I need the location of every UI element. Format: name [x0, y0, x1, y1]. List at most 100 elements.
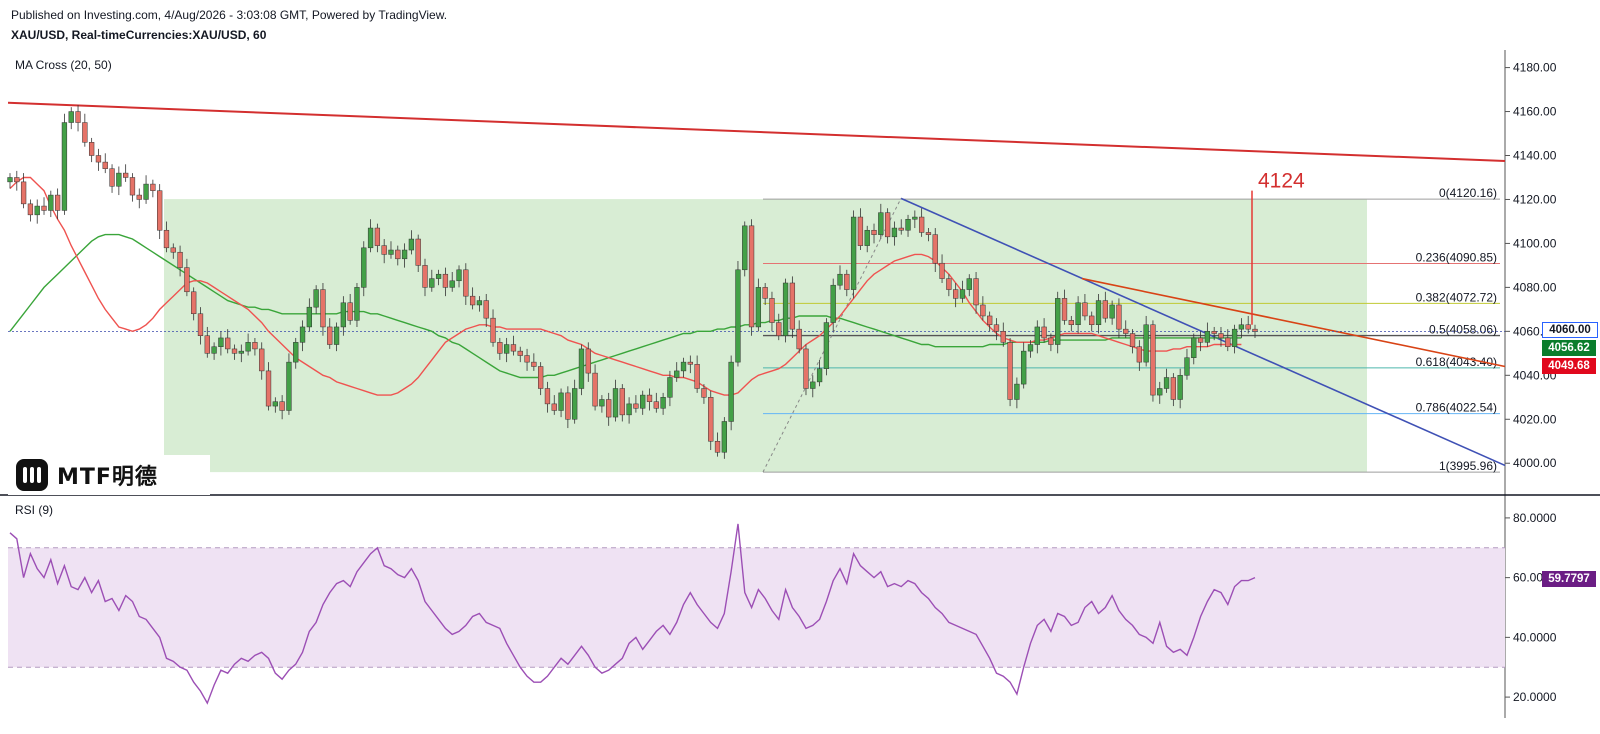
candle [231, 344, 238, 360]
candle-up [1027, 344, 1034, 352]
candle [1000, 322, 1006, 347]
candle [1245, 315, 1251, 334]
ma50-price-tag: 4056.62 [1542, 340, 1596, 356]
candle [191, 287, 197, 321]
candle [830, 278, 836, 332]
candle [1116, 298, 1122, 338]
fib-label-0.618: 0.618(4043.40) [1416, 355, 1497, 369]
candle-down [1170, 377, 1177, 400]
candle [646, 388, 653, 411]
candle-down [1252, 328, 1258, 332]
candle-up [878, 212, 884, 235]
candle-down [381, 245, 387, 255]
candle-up [864, 229, 870, 246]
candle-up [667, 377, 673, 398]
fib-label-0.5: 0.5(4058.06) [1429, 323, 1497, 337]
candle-up [640, 394, 646, 409]
candle [660, 392, 666, 415]
candle-up [333, 326, 340, 345]
candle [184, 258, 190, 297]
candle-down [136, 194, 142, 200]
candle [742, 221, 748, 277]
candle [20, 173, 27, 209]
candle-up [966, 278, 972, 290]
candle-up [61, 122, 68, 211]
candle-down [20, 181, 27, 205]
candle-down [27, 203, 34, 216]
price-axis: 4000.004020.004040.004060.004080.004100.… [1505, 61, 1557, 470]
candle-up [116, 172, 122, 187]
descending-blue-line [900, 197, 1506, 467]
candle-down [41, 205, 47, 211]
candle-down [1211, 331, 1217, 334]
candle-down [551, 403, 557, 411]
candle [1055, 291, 1061, 354]
candle [225, 329, 231, 354]
candle-down [163, 229, 170, 249]
candle [279, 395, 285, 420]
candle-down [653, 401, 659, 409]
candle [388, 241, 394, 259]
candle-up [1034, 326, 1040, 345]
candle [653, 392, 659, 413]
candle [538, 362, 544, 396]
candle-down [463, 269, 469, 297]
candle [157, 184, 163, 240]
candle [844, 269, 850, 297]
candle-down [1116, 304, 1122, 330]
candle [1082, 293, 1088, 321]
candle [585, 342, 591, 382]
candle [857, 208, 864, 251]
candle-down [646, 394, 653, 402]
candle-down [129, 177, 136, 196]
candle-down [422, 265, 428, 288]
candle [143, 175, 149, 204]
candle [640, 390, 646, 415]
candle [531, 353, 537, 371]
candle-up [1075, 302, 1081, 326]
candle-down [252, 342, 258, 350]
candle-down [374, 227, 381, 246]
candle [735, 261, 741, 367]
candle-up [1191, 337, 1197, 358]
candle [265, 362, 272, 411]
candle [197, 307, 204, 345]
candle-down [150, 183, 156, 191]
candle-down [606, 399, 612, 418]
candle [1109, 300, 1115, 325]
candle-down [483, 300, 489, 319]
candle [674, 362, 680, 382]
candle-down [1225, 337, 1231, 347]
candle-up [388, 249, 394, 255]
candle [61, 113, 68, 215]
rsi-label: RSI (9) [15, 503, 54, 517]
candles [7, 104, 1258, 459]
candle-down [395, 249, 401, 260]
candle-down [939, 262, 945, 279]
candle [442, 267, 449, 297]
candle-up [306, 306, 312, 328]
candle [68, 107, 74, 130]
candle [667, 370, 673, 407]
candle [374, 223, 381, 253]
candle-down [109, 168, 115, 187]
candle [959, 280, 966, 303]
mtf-logo-text: MTF明德 [57, 465, 158, 490]
candle-up [660, 397, 666, 409]
candle [823, 318, 830, 376]
trend-lines: 4124 [7, 101, 1506, 473]
candle-down [953, 289, 959, 299]
fib-label-0.786: 0.786(4022.54) [1416, 401, 1497, 415]
candle-up [558, 392, 564, 411]
candle [1177, 368, 1183, 409]
price-tick-label: 4080.00 [1513, 280, 1557, 294]
candle [1191, 333, 1197, 365]
candle [612, 379, 619, 422]
candle-down [1061, 298, 1068, 321]
candle [918, 208, 925, 237]
candle-down [796, 328, 802, 350]
candle [925, 228, 932, 242]
candle [810, 375, 816, 398]
candle-down [510, 344, 517, 352]
candle-up [1014, 383, 1020, 400]
